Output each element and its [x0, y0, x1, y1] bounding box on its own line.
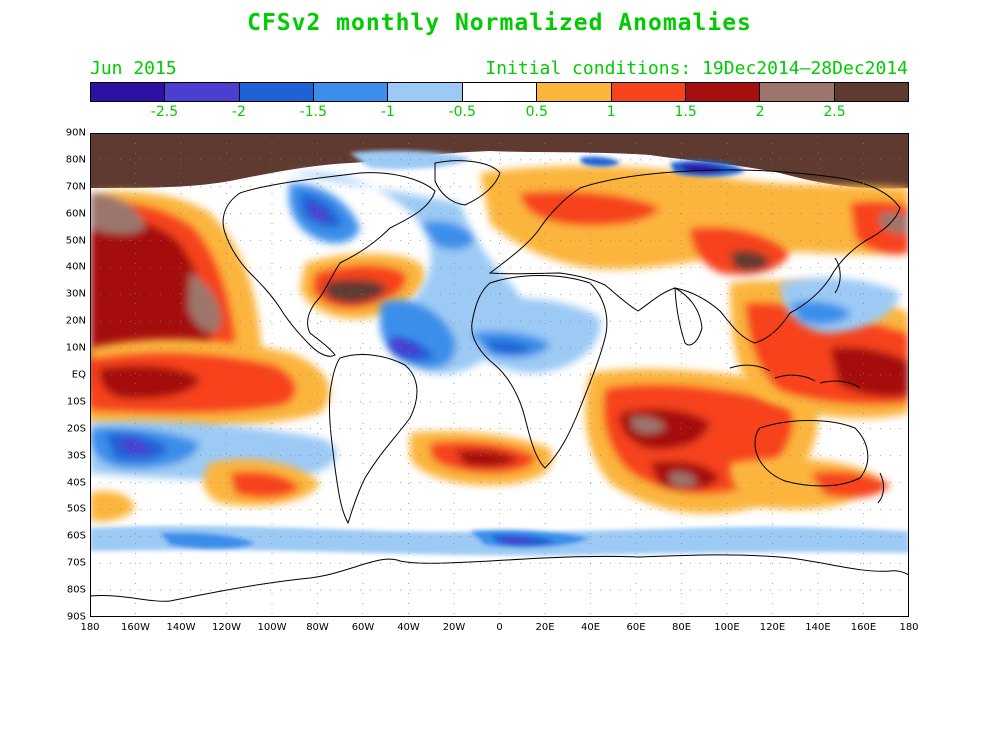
india-coast [674, 287, 703, 346]
colorbar-tick-label: -2.5 [150, 104, 179, 120]
colorbar-swatch [834, 83, 908, 101]
latitude-label: 80N [65, 154, 86, 166]
longitude-label: 140E [805, 622, 831, 633]
longitude-label: 40E [580, 622, 601, 633]
colorbar-swatch [91, 83, 166, 101]
latitude-label: 10N [65, 342, 86, 354]
longitude-label: 100E [714, 622, 740, 633]
longitude-label: 100W [257, 622, 287, 633]
valid-month: Jun 2015 [90, 58, 177, 79]
latitude-label: EQ [71, 369, 86, 381]
colorbar-tick-label: 1.5 [674, 104, 697, 120]
latitude-label: 80S [66, 584, 86, 596]
colorbar-tick-label: -0.5 [448, 104, 476, 120]
map-frame [90, 133, 909, 617]
latitude-label: 50S [66, 503, 86, 515]
antarctica-coast [90, 554, 909, 602]
initial-conditions: Initial conditions: 19Dec2014–28Dec2014 [485, 58, 908, 79]
longitude-label: 80W [306, 622, 329, 633]
anomaly-fields [90, 133, 909, 556]
latitude-label: 20N [65, 315, 86, 327]
longitude-label: 120W [212, 622, 241, 633]
colorbar-tick-label: 2.5 [823, 104, 846, 120]
latitude-label: 40N [65, 261, 86, 273]
latitude-label: 30S [66, 450, 86, 462]
latitude-label: 90S [66, 611, 86, 623]
colorbar-swatch [165, 83, 240, 101]
colorbar-tick-label: -1.5 [299, 104, 328, 120]
colorbar-tick-label: 2 [755, 104, 765, 120]
longitude-label: 0 [496, 622, 503, 633]
japan-coast [834, 257, 841, 294]
latitude-label: 30N [65, 288, 86, 300]
north-america-coast [222, 172, 436, 357]
colorbar-tick-label: 1 [606, 104, 616, 120]
longitude-label: 160E [850, 622, 877, 633]
colorbar-swatch [611, 83, 686, 101]
colorbar-swatch [685, 83, 761, 101]
indonesia-coast [729, 364, 861, 389]
arctic-cap [90, 133, 909, 189]
longitude-label: 80E [671, 622, 692, 633]
latitude-label: 70S [66, 557, 86, 569]
colorbar-swatch [388, 83, 463, 101]
longitude-label: 140W [166, 622, 196, 633]
greenland-coast [434, 160, 501, 206]
colorbar-swatch [537, 83, 612, 101]
longitude-label: 180 [80, 622, 100, 633]
longitude-label: 160W [121, 622, 150, 633]
africa-coast [471, 275, 608, 469]
australia-coast [754, 420, 869, 487]
coastlines [90, 160, 909, 602]
colorbar-tick-label: -1 [380, 104, 395, 120]
colorbar-swatch [462, 83, 538, 101]
longitude-label: 60W [351, 622, 375, 633]
colorbar-tick-label: -2 [231, 104, 246, 120]
latitude-label: 10S [66, 396, 86, 408]
longitude-label: 20E [535, 622, 555, 633]
longitude-label: 120E [759, 622, 786, 633]
colorbar-swatch [760, 83, 835, 101]
eurasia-coast [488, 169, 901, 344]
latitude-label: 40S [66, 477, 86, 489]
longitude-label: 60E [626, 622, 646, 633]
chart-title: CFSv2 monthly Normalized Anomalies [247, 10, 752, 36]
anomaly-map [90, 133, 909, 617]
south-america-coast [328, 353, 418, 525]
latitude-label: 90N [65, 127, 86, 139]
latitude-label: 20S [66, 423, 86, 435]
new-zealand-coast [877, 472, 884, 504]
latitude-label: 60S [66, 530, 86, 542]
colorbar-tick-label: 0.5 [525, 104, 548, 120]
colorbar-swatch [239, 83, 315, 101]
latitude-label: 50N [65, 235, 86, 247]
longitude-label: 20W [442, 622, 466, 633]
longitude-label: 40W [397, 622, 420, 633]
longitude-label: 180 [899, 622, 919, 633]
latitude-label: 70N [65, 181, 86, 193]
latitude-label: 60N [65, 208, 86, 220]
colorbar-swatch [314, 83, 389, 101]
colorbar [90, 82, 909, 102]
gridlines [90, 133, 909, 617]
